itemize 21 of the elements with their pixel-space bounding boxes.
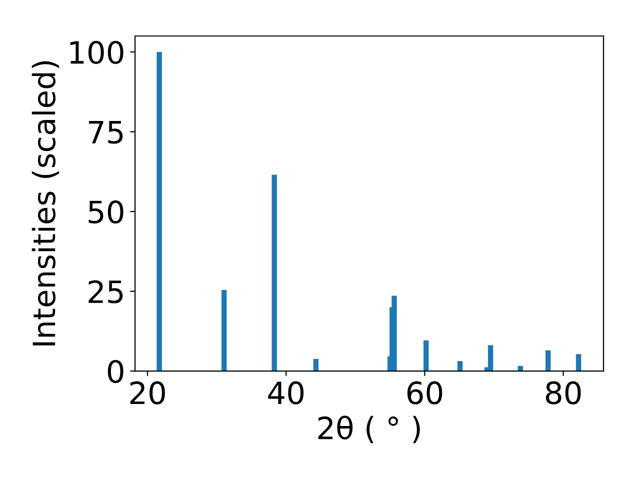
x-tick-label: 60: [407, 381, 442, 404]
y-tick-label: 25: [88, 280, 123, 304]
bar: [545, 350, 551, 372]
bar: [156, 52, 162, 372]
bar: [576, 354, 582, 372]
y-tick-label: 100: [70, 40, 124, 64]
x-axis-title: 2θ ( ° ): [318, 416, 420, 444]
bar: [424, 340, 429, 372]
y-tick-label: 75: [88, 121, 123, 144]
bar: [457, 361, 463, 372]
bar: [221, 290, 227, 372]
y-axis-title: Intensities (scaled): [32, 61, 60, 346]
x-tick-label: 40: [268, 381, 304, 404]
bar: [488, 345, 494, 372]
bar: [272, 174, 277, 372]
x-tick-label: 20: [130, 381, 165, 404]
bar: [392, 296, 397, 372]
y-tick-label: 50: [88, 200, 124, 224]
bar: [313, 358, 319, 372]
x-tick-label: 80: [546, 381, 581, 404]
y-tick-label: 0: [108, 360, 124, 384]
